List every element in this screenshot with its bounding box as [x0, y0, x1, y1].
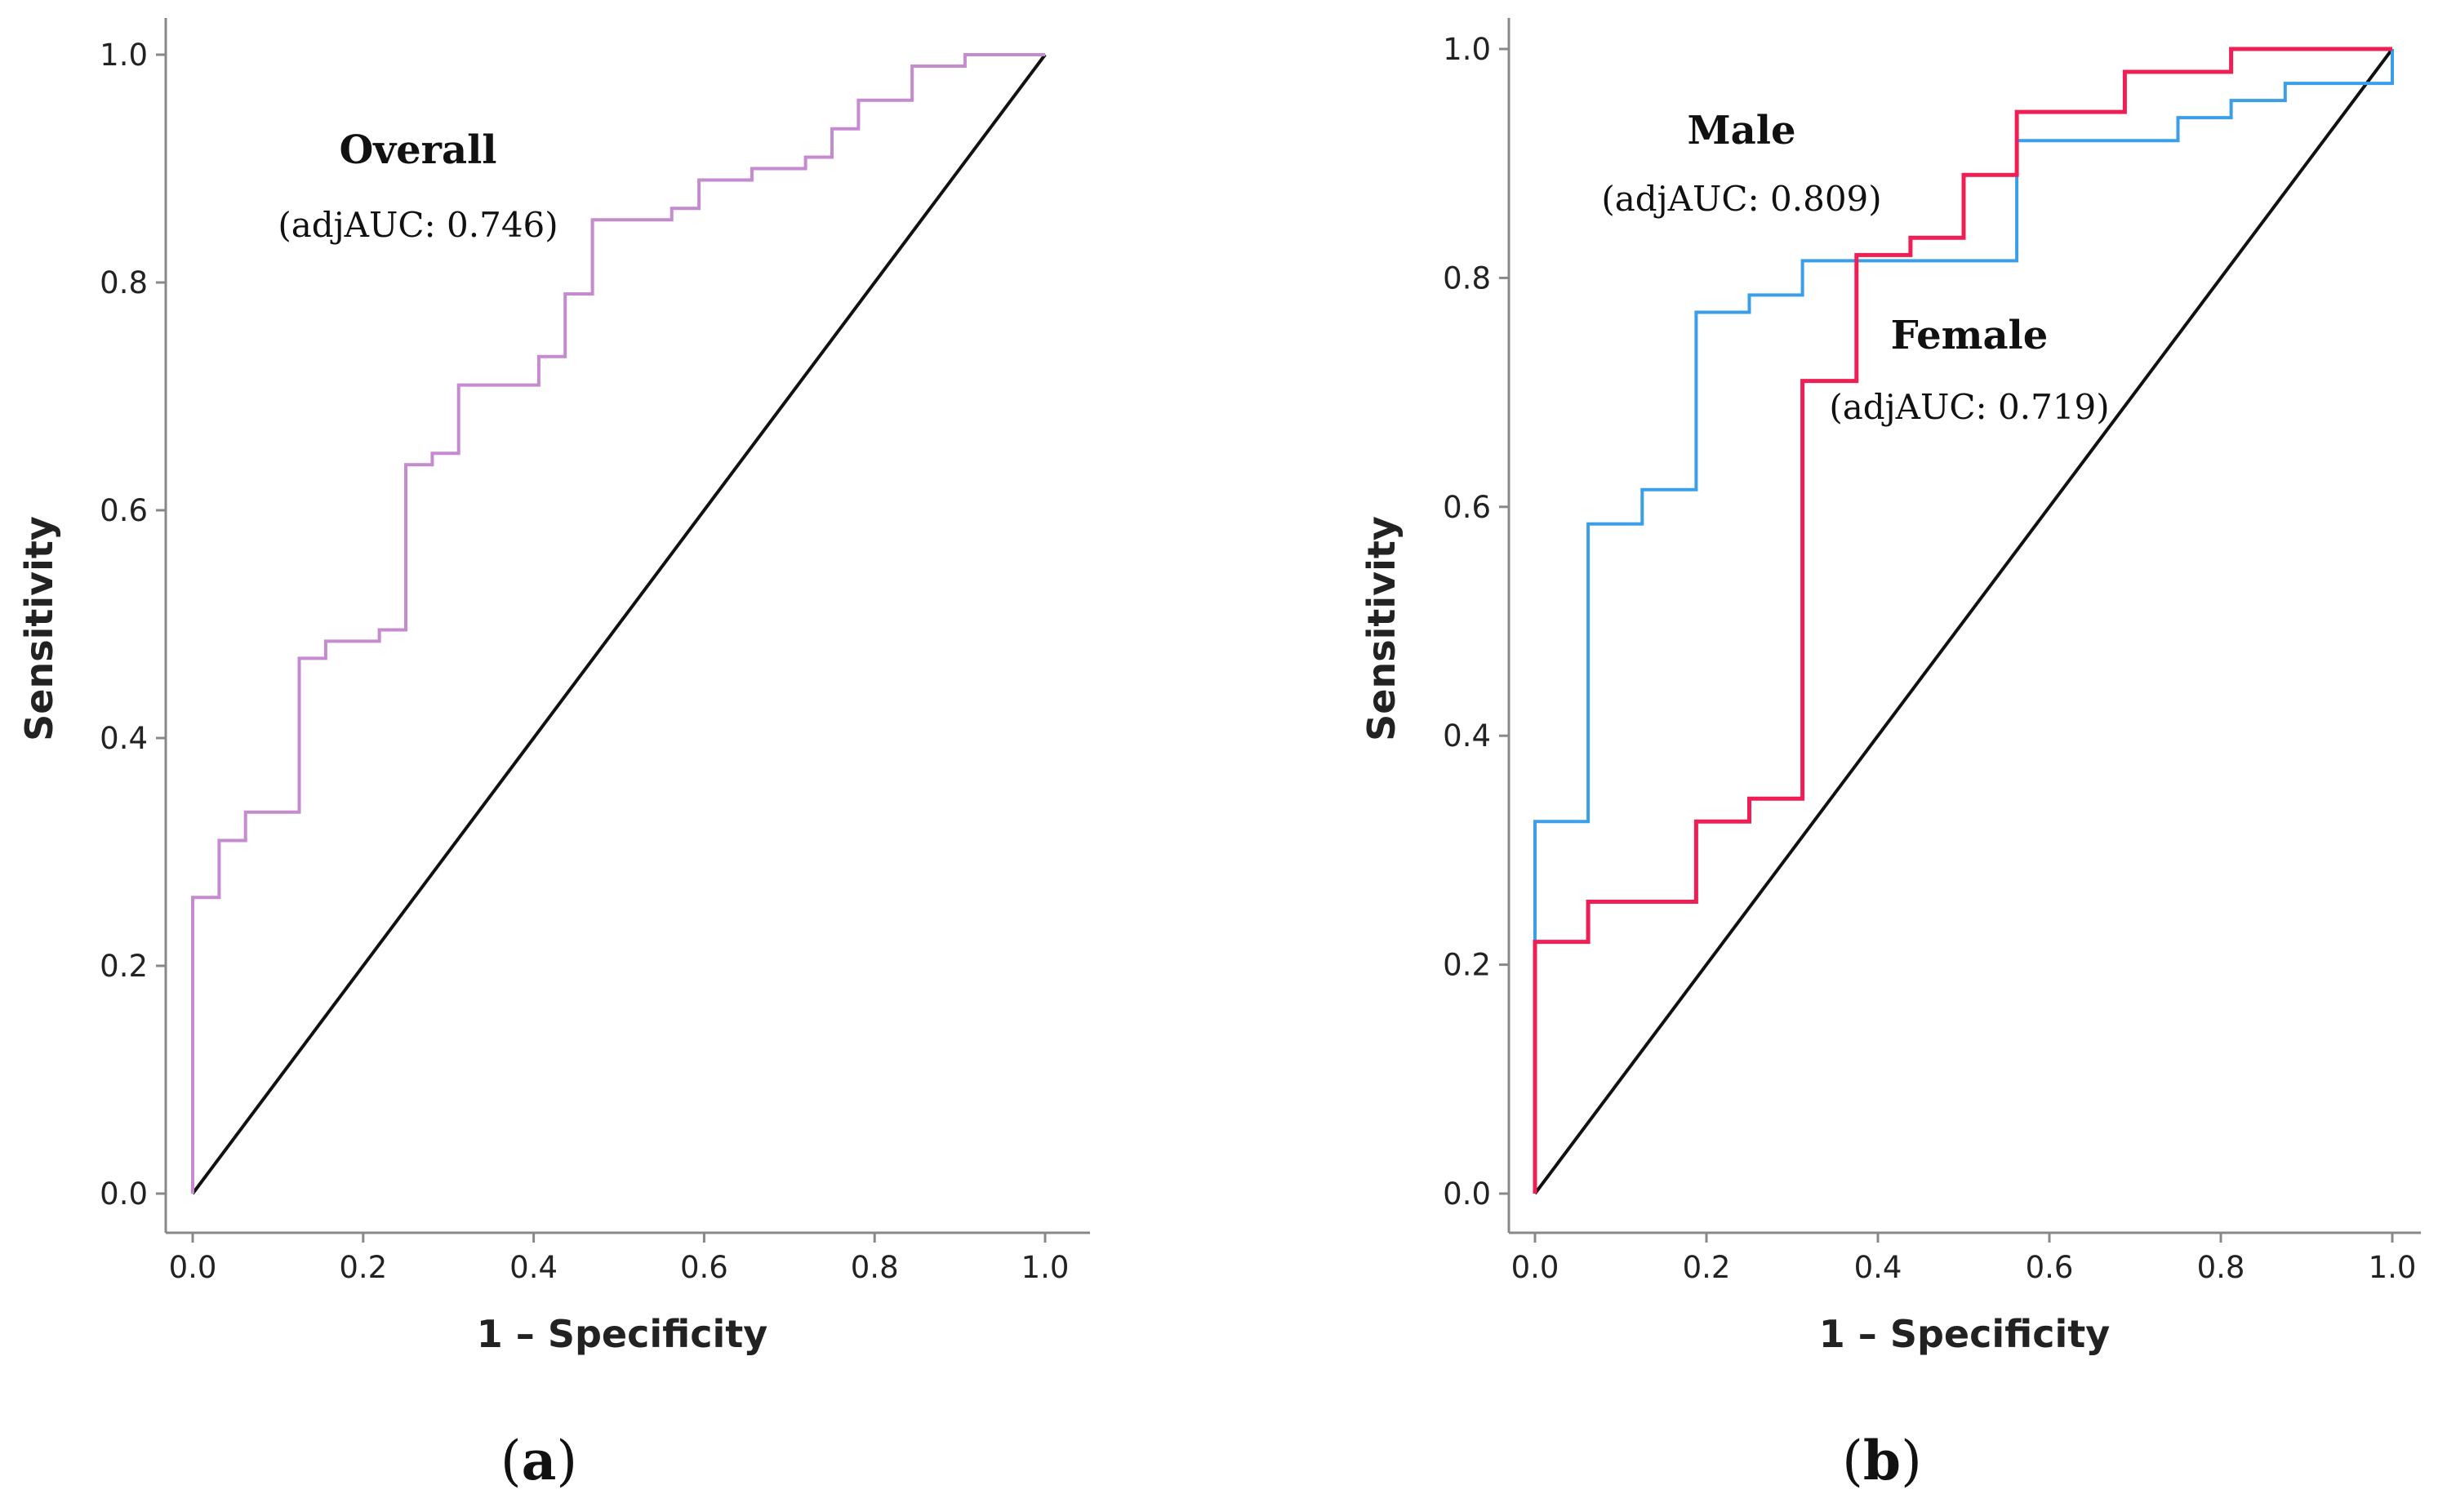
panel-a-y-tick-label: 0.0 — [100, 1176, 148, 1212]
panel-a-annotation-overall-title: Overall — [339, 127, 496, 173]
panel-a-label-open: ( — [501, 1430, 522, 1492]
panel-b-y-tick-label: 0.8 — [1443, 260, 1491, 296]
panel-b-x-tick-label: 0.4 — [1854, 1250, 1902, 1285]
panel-b-label: (b) — [1842, 1429, 1922, 1492]
panel-b-label-close: ) — [1901, 1430, 1922, 1492]
panel-a-x-tick-label: 1.0 — [1021, 1250, 1070, 1285]
panel-a-y-axis-title: Sensitivity — [17, 516, 61, 741]
panel-a-x-axis-title: 1 – Specificity — [477, 1312, 767, 1356]
panel-b-label-letter: b — [1863, 1429, 1901, 1492]
panel-a-overall-curve — [191, 53, 1045, 1194]
panel-b-ticks: 0.0 0.2 0.4 0.6 0.8 1.0 0.0 0.2 0.4 0.6 0.8 1.0 — [1443, 32, 2416, 1285]
panel-b-annotation-male-title: Male — [1687, 108, 1795, 153]
panel-b-reference-line — [1533, 47, 2394, 1195]
panel-a-y-tick-label: 0.8 — [100, 265, 148, 300]
panel-b-y-tick-label: 0.2 — [1443, 948, 1491, 983]
panel-a-reference-line — [191, 53, 1047, 1195]
panel-b-annotation-female-title: Female — [1891, 313, 2049, 358]
panel-a-label-letter: a — [522, 1429, 557, 1492]
panel-a-y-tick-label: 0.6 — [100, 493, 148, 528]
panel-b-x-tick-label: 0.8 — [2197, 1250, 2245, 1285]
panel-b-x-axis-title: 1 – Specificity — [1819, 1312, 2110, 1356]
panel-a-label-close: ) — [556, 1430, 577, 1492]
panel-b-x-tick-label: 0.0 — [1511, 1250, 1559, 1285]
panel-b-y-tick-label: 0.0 — [1443, 1176, 1491, 1212]
panel-b-y-axis-title: Sensitivity — [1359, 516, 1404, 741]
panel-b-x-tick-label: 1.0 — [2369, 1250, 2417, 1285]
panel-b-male-curve — [1533, 49, 2394, 942]
panel-a-x-tick-label: 0.8 — [851, 1250, 899, 1285]
panel-b-label-open: ( — [1842, 1430, 1863, 1492]
panel-a-y-tick-label: 1.0 — [100, 38, 148, 73]
panel-a-x-tick-label: 0.6 — [680, 1250, 728, 1285]
panel-b-x-tick-label: 0.2 — [1683, 1250, 1731, 1285]
panel-a-y-tick-label: 0.4 — [100, 721, 148, 756]
panel-a-ticks: 0.0 0.2 0.4 0.6 0.8 1.0 0.0 0.2 0.4 0.6 0.8 1.0 — [100, 38, 1069, 1285]
panel-b-annotation-male-auc: (adjAUC: 0.809) — [1601, 179, 1881, 219]
panel-a-y-tick-label: 0.2 — [100, 949, 148, 984]
panel-a-x-tick-label: 0.4 — [509, 1250, 558, 1285]
panel-b-x-tick-label: 0.6 — [2026, 1250, 2074, 1285]
panel-b-annotation-female-auc: (adjAUC: 0.719) — [1829, 387, 2109, 427]
panel-a-label: (a) — [501, 1429, 577, 1492]
panel-b-female-curve — [1533, 47, 2392, 1194]
panel-b-y-tick-label: 0.6 — [1443, 490, 1491, 525]
panel-a-x-tick-label: 0.0 — [169, 1250, 217, 1285]
panel-a-x-tick-label: 0.2 — [339, 1250, 387, 1285]
panel-a-annotation-overall-auc: (adjAUC: 0.746) — [278, 205, 558, 245]
panel-b: 0.0 0.2 0.4 0.6 0.8 1.0 0.0 0.2 0.4 0.6 0.8 1.0 Mal… — [1359, 18, 2421, 1492]
panel-b-y-tick-label: 0.4 — [1443, 718, 1491, 754]
panel-b-y-tick-label: 1.0 — [1443, 32, 1491, 67]
panel-a: 0.0 0.2 0.4 0.6 0.8 1.0 0.0 0.2 0.4 0.6 0.8 1.0 Ove… — [17, 18, 1090, 1492]
